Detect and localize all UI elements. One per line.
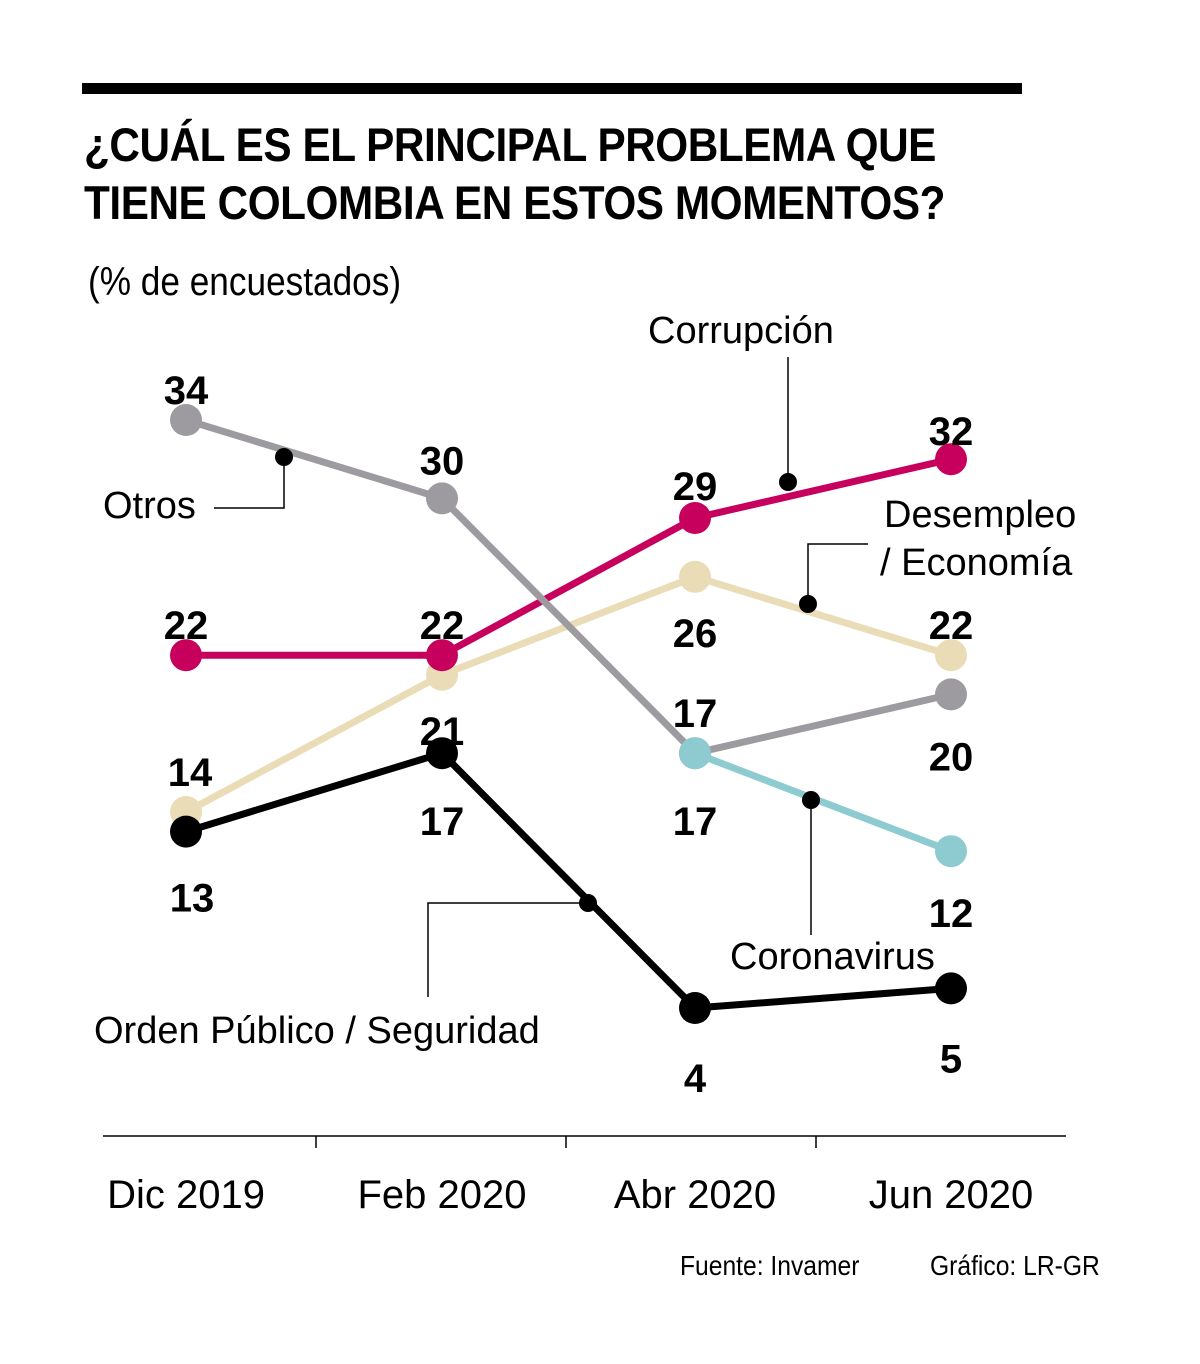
callout-dot-orden-publico-seguridad xyxy=(579,894,597,912)
data-point-otros-feb-2020 xyxy=(426,482,458,515)
data-label-desempleo-economia-dic-2019: 14 xyxy=(168,751,213,795)
series-line-otros xyxy=(184,416,952,757)
leader-line-otros xyxy=(214,457,285,509)
data-label-coronavirus-jun-2020: 12 xyxy=(929,892,974,936)
data-point-orden-publico-seguridad-jun-2020 xyxy=(935,972,967,1005)
data-point-corrupcion-dic-2019 xyxy=(170,639,202,672)
callout-dot-coronavirus xyxy=(802,791,820,809)
callout-dot-corrupcion xyxy=(779,473,797,491)
chart-title: ¿CUÁL ES EL PRINCIPAL PROBLEMA QUE TIENE… xyxy=(84,116,984,232)
leader-line-desempleo-economia xyxy=(807,543,868,604)
chart-subtitle: (% de encuestados) xyxy=(88,260,402,304)
data-label-desempleo-economia-abr-2020: 26 xyxy=(673,612,718,656)
data-point-orden-publico-seguridad-dic-2019 xyxy=(170,815,202,848)
credit-note: Gráfico: LR-GR xyxy=(930,1250,1100,1281)
x-tick-label-feb-2020: Feb 2020 xyxy=(357,1173,526,1217)
data-label-otros-abr-2020: 17 xyxy=(673,692,718,736)
data-label-corrupcion-dic-2019: 22 xyxy=(164,604,209,648)
data-point-coronavirus-jun-2020 xyxy=(935,835,967,868)
data-label-corrupcion-abr-2020: 29 xyxy=(673,465,718,509)
data-point-desempleo-economia-abr-2020 xyxy=(679,560,711,593)
data-label-orden-publico-seguridad-abr-2020: 4 xyxy=(684,1057,707,1101)
series-line-corrupcion xyxy=(186,455,952,659)
data-label-coronavirus-abr-2020: 17 xyxy=(673,800,718,844)
data-point-otros-dic-2019 xyxy=(170,404,202,436)
data-label-orden-publico-seguridad-dic-2019: 13 xyxy=(170,877,215,921)
data-label-otros-dic-2019: 34 xyxy=(164,369,209,413)
data-label-corrupcion-feb-2020: 22 xyxy=(420,604,465,648)
data-point-orden-publico-seguridad-abr-2020 xyxy=(679,992,711,1024)
x-tick-label-abr-2020: Abr 2020 xyxy=(614,1173,776,1217)
data-point-corrupcion-jun-2020 xyxy=(935,443,967,476)
data-point-otros-jun-2020 xyxy=(935,678,967,711)
series-label-corrupcion: Corrupción xyxy=(648,310,834,352)
x-tick-label-dic-2019: Dic 2019 xyxy=(107,1173,265,1217)
data-label-otros-feb-2020: 30 xyxy=(420,439,465,483)
data-label-orden-publico-seguridad-feb-2020: 17 xyxy=(420,800,465,844)
series-label-otros: Otros xyxy=(103,485,196,527)
series-label-economia: / Economía xyxy=(880,542,1073,584)
series-line-desempleo-economia xyxy=(184,573,953,816)
leader-line-orden-publico-seguridad xyxy=(427,902,588,997)
x-tick-label-jun-2020: Jun 2020 xyxy=(869,1173,1034,1217)
title-line-2: TIENE COLOMBIA EN ESTOS MOMENTOS? xyxy=(84,176,945,229)
data-point-desempleo-economia-jun-2020 xyxy=(935,639,967,672)
data-label-desempleo-economia-jun-2020: 22 xyxy=(929,604,974,648)
source-note: Fuente: Invamer xyxy=(680,1250,860,1281)
data-point-corrupcion-abr-2020 xyxy=(679,502,711,534)
data-label-desempleo-economia-feb-2020: 21 xyxy=(420,710,465,754)
top-rule xyxy=(82,83,1022,94)
callout-dot-desempleo-economia xyxy=(799,595,817,613)
series-label-orden-publico-seguridad: Orden Público / Seguridad xyxy=(94,1010,540,1052)
series-label-coronavirus: Coronavirus xyxy=(730,936,935,978)
series-line-orden-publico-seguridad xyxy=(184,749,952,1012)
data-label-otros-jun-2020: 20 xyxy=(929,735,974,779)
callout-dot-otros xyxy=(275,448,293,466)
data-label-corrupcion-jun-2020: 32 xyxy=(929,410,974,454)
title-line-1: ¿CUÁL ES EL PRINCIPAL PROBLEMA QUE xyxy=(84,118,936,171)
series-label-desempleo: Desempleo xyxy=(884,494,1076,536)
data-point-orden-publico-seguridad-feb-2020 xyxy=(426,737,458,770)
data-point-coronavirus-abr-2020 xyxy=(679,737,711,770)
data-label-orden-publico-seguridad-jun-2020: 5 xyxy=(940,1037,962,1081)
series-line-coronavirus xyxy=(693,749,953,855)
data-point-corrupcion-feb-2020 xyxy=(426,639,458,672)
